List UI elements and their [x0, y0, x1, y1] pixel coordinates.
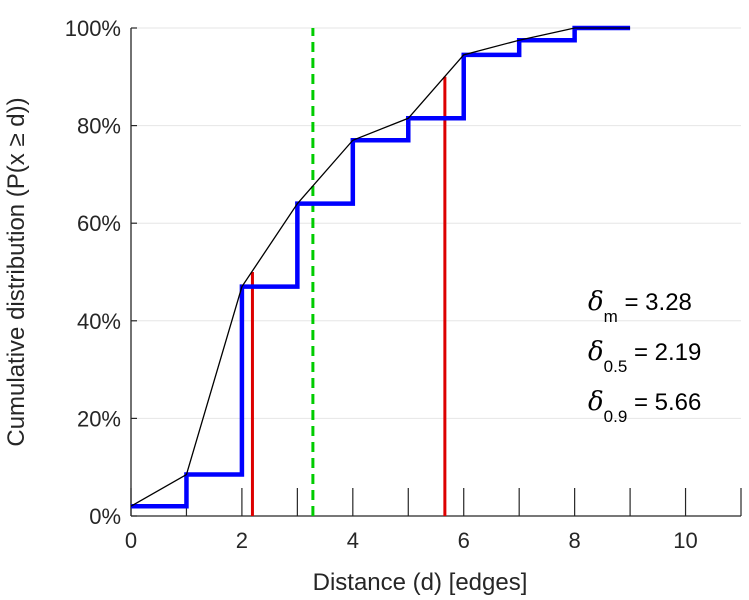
x-tick-label: 6	[458, 528, 470, 553]
x-axis-label: Distance (d) [edges]	[313, 569, 528, 596]
y-tick-label: 20%	[77, 406, 121, 431]
grid-lines	[131, 27, 741, 419]
y-tick-label: 60%	[77, 211, 121, 236]
y-tick-label: 100%	[65, 16, 121, 41]
interpolated-series-line	[130, 27, 631, 507]
y-axis-label: Cumulative distribution (P(x ≥ d))	[3, 97, 30, 446]
tick-labels: 0 2 4 6 8 100%20%40%60%80%100%	[65, 16, 698, 553]
annotation-text: δm = 3.28	[588, 287, 692, 326]
x-tick-label: 2	[236, 528, 248, 553]
x-tick-label: 10	[673, 528, 697, 553]
y-tick-label: 80%	[77, 114, 121, 139]
x-tick-label: 8	[569, 528, 581, 553]
annotation-text: δ0.5 = 2.19	[588, 337, 701, 376]
annotation-text: δ0.9 = 5.66	[588, 387, 701, 426]
y-tick-label: 0%	[89, 504, 121, 529]
x-tick-label: 4	[347, 528, 359, 553]
annotations: δm = 3.28 δ0.5 = 2.19 δ0.9 = 5.66	[588, 287, 701, 426]
series-group	[130, 25, 631, 509]
ticks	[130, 27, 742, 517]
reference-lines	[250, 28, 447, 516]
x-tick-label: 0	[125, 528, 137, 553]
axes	[130, 28, 741, 517]
y-tick-label: 40%	[77, 309, 121, 334]
step-series-line	[131, 25, 631, 509]
